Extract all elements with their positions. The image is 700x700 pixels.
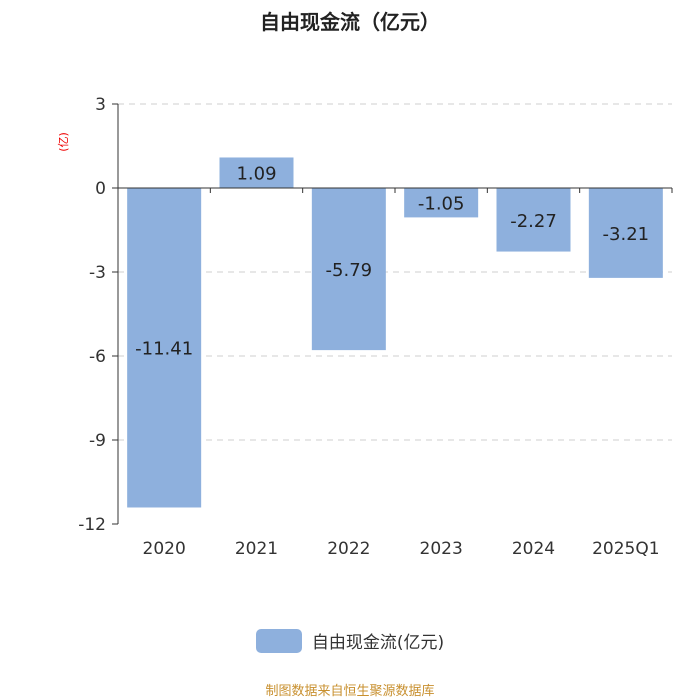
source-note: 制图数据来自恒生聚源数据库 <box>265 684 435 699</box>
x-tick-label: 2021 <box>235 539 278 559</box>
x-tick-label: 2025Q1 <box>592 539 659 559</box>
bar <box>127 188 202 508</box>
data-label: -11.41 <box>135 339 193 360</box>
x-tick-label: 2022 <box>327 539 370 559</box>
legend-swatch <box>255 628 302 653</box>
x-tick-label: 2024 <box>512 539 555 559</box>
bar <box>404 188 479 218</box>
data-label: -5.79 <box>326 260 373 281</box>
bar <box>219 157 294 188</box>
legend[interactable]: 自由现金流(亿元) <box>0 628 700 653</box>
data-label: -1.05 <box>418 194 465 215</box>
chart-title: 自由现金流（亿元） <box>260 10 440 34</box>
y-tick-label: -6 <box>89 347 106 367</box>
data-label: -3.21 <box>603 224 650 245</box>
y-tick-label: -9 <box>89 431 106 451</box>
data-label: -2.27 <box>510 211 557 232</box>
y-tick-label: 3 <box>95 95 106 115</box>
y-tick-label: -12 <box>78 515 106 535</box>
y-tick-label: 0 <box>95 179 106 199</box>
bar <box>496 188 571 252</box>
x-tick-label: 2023 <box>420 539 463 559</box>
bar <box>311 188 386 351</box>
bar <box>588 188 663 278</box>
data-label: 1.09 <box>236 164 276 185</box>
y-tick-label: -3 <box>89 263 106 283</box>
legend-label: 自由现金流(亿元) <box>311 633 445 653</box>
x-tick-label: 2020 <box>143 539 186 559</box>
